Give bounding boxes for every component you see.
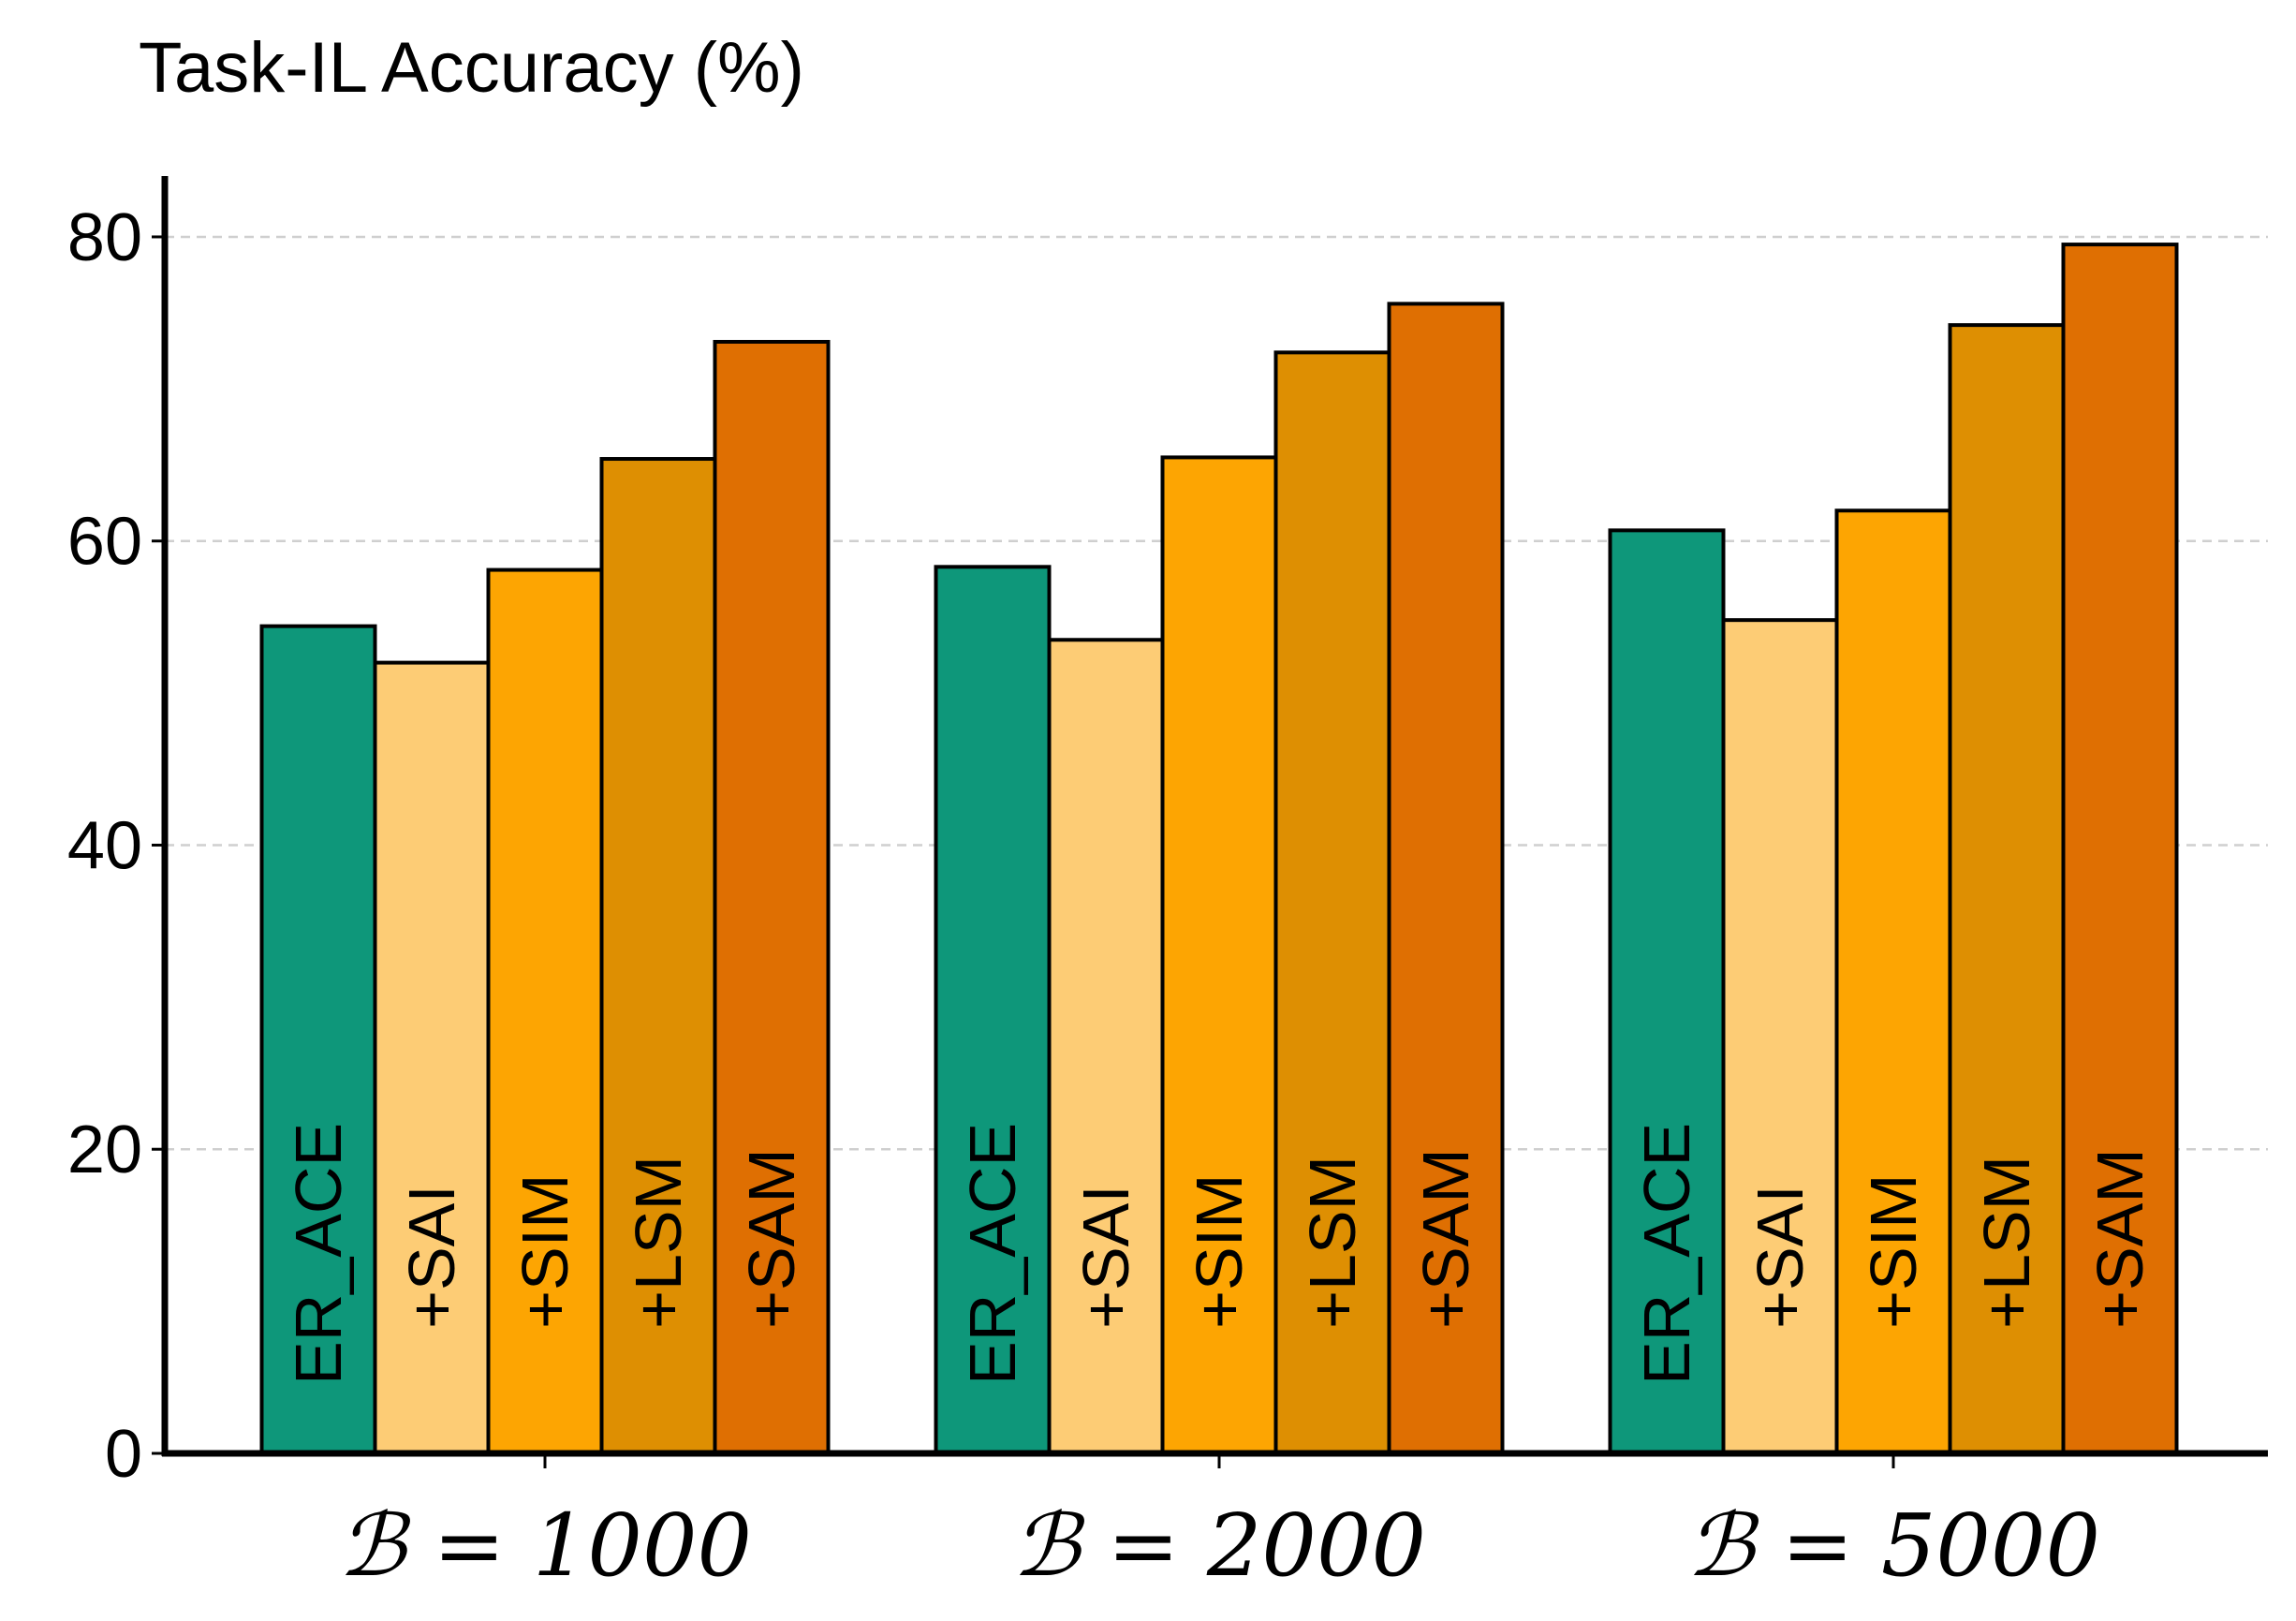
y-tick-label-20: 20 <box>67 1113 142 1187</box>
chart-title: Task-IL Accuracy (%) <box>139 28 804 108</box>
bar-sim-0 <box>486 567 604 1455</box>
bar-sam-1 <box>1387 302 1505 1455</box>
bar-label-sim-2: +SIM <box>1857 1174 1930 1329</box>
y-tick-label-0: 0 <box>105 1417 142 1492</box>
bar-label-erace-1: ER_ACE <box>956 1123 1029 1385</box>
bar-label-lsm-0: +LSM <box>622 1156 695 1329</box>
x-tick-label-0: ℬ = 1000 <box>338 1496 752 1596</box>
axes-group <box>161 176 2268 1457</box>
bar-erace-2 <box>1608 528 1726 1455</box>
bar-sai-0 <box>373 660 491 1455</box>
bar-sam-2 <box>2061 243 2179 1456</box>
bar-label-sai-1: +SAI <box>1069 1185 1142 1329</box>
y-tick-label-40: 40 <box>67 808 142 883</box>
bar-lsm-2 <box>1948 323 2066 1456</box>
bar-label-sim-1: +SIM <box>1183 1174 1256 1329</box>
bar-erace-1 <box>934 565 1052 1455</box>
bar-label-sam-0: +SAM <box>735 1148 808 1329</box>
bar-label-lsm-1: +LSM <box>1296 1156 1369 1329</box>
bar-label-sam-1: +SAM <box>1409 1148 1482 1329</box>
bar-label-erace-0: ER_ACE <box>282 1123 355 1385</box>
bar-lsm-1 <box>1273 350 1391 1455</box>
x-tick-label-1: ℬ = 2000 <box>1012 1496 1426 1596</box>
bar-labels-group: ER_ACE +SAI +SIM +LSM +SAM ER_ACE +SAI +SIM +LSM… <box>282 1123 2156 1385</box>
y-tick-label-60: 60 <box>67 505 142 580</box>
bar-lsm-0 <box>599 457 717 1455</box>
bar-label-erace-2: ER_ACE <box>1630 1123 1703 1385</box>
bar-label-sai-2: +SAI <box>1744 1185 1817 1329</box>
bar-sai-2 <box>1721 618 1839 1455</box>
x-ticks-group: ℬ = 1000 ℬ = 2000 ℬ = 5000 <box>338 1453 2100 1596</box>
y-ticks-group: 0 20 40 60 80 <box>67 200 165 1492</box>
bars-group <box>259 243 2179 1456</box>
bar-label-sam-2: +SAM <box>2083 1148 2156 1329</box>
bar-erace-0 <box>259 624 377 1455</box>
bar-label-sim-0: +SIM <box>508 1174 581 1329</box>
bar-sai-1 <box>1047 638 1165 1455</box>
bar-label-lsm-2: +LSM <box>1970 1156 2043 1329</box>
bar-label-sai-0: +SAI <box>395 1185 468 1329</box>
y-tick-label-80: 80 <box>67 200 142 275</box>
x-tick-label-2: ℬ = 5000 <box>1686 1496 2100 1596</box>
bar-sam-0 <box>713 339 831 1455</box>
